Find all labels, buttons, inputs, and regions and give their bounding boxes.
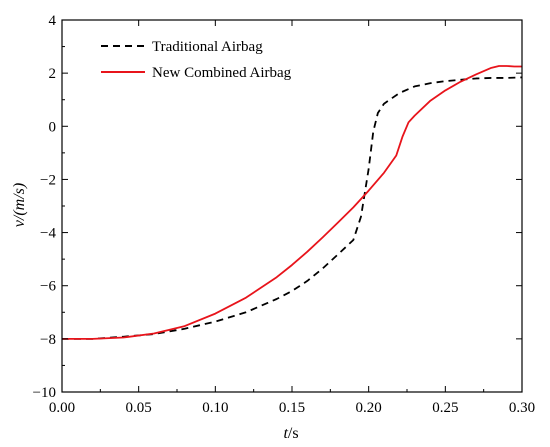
y-tick-label: 4 (49, 13, 57, 29)
legend-label-traditional: Traditional Airbag (152, 39, 263, 55)
y-tick-label: 0 (49, 119, 57, 135)
x-axis-label: t/s (283, 425, 298, 442)
axes: 0.00 0.05 0.10 0.15 0.20 0.25 0.30 −10 −8 −6 −4 −2 0… (33, 13, 536, 416)
y-tick-label: −6 (40, 279, 56, 295)
x-tick-label: 0.10 (202, 400, 228, 416)
plot-area (62, 65, 523, 340)
y-tick-label: −8 (40, 332, 56, 348)
legend-label-new-combined: New Combined Airbag (152, 65, 292, 81)
legend: Traditional Airbag New Combined Airbag (101, 39, 292, 81)
y-tick-label: 2 (49, 66, 57, 82)
x-tick-label: 0.20 (356, 400, 382, 416)
y-tick-label: −2 (40, 172, 56, 188)
y-tick-label: −10 (33, 385, 56, 401)
x-tick-label: 0.25 (432, 400, 458, 416)
x-tick-label: 0.15 (279, 400, 305, 416)
series-line-traditional (62, 76, 523, 340)
x-tick-label: 0.05 (126, 400, 152, 416)
y-tick-label: −4 (40, 226, 56, 242)
x-tick-label: 0.30 (509, 400, 535, 416)
y-axis-label: v/(m/s) (11, 183, 28, 227)
series-line-new-combined (62, 65, 522, 340)
x-tick-label: 0.00 (49, 400, 75, 416)
